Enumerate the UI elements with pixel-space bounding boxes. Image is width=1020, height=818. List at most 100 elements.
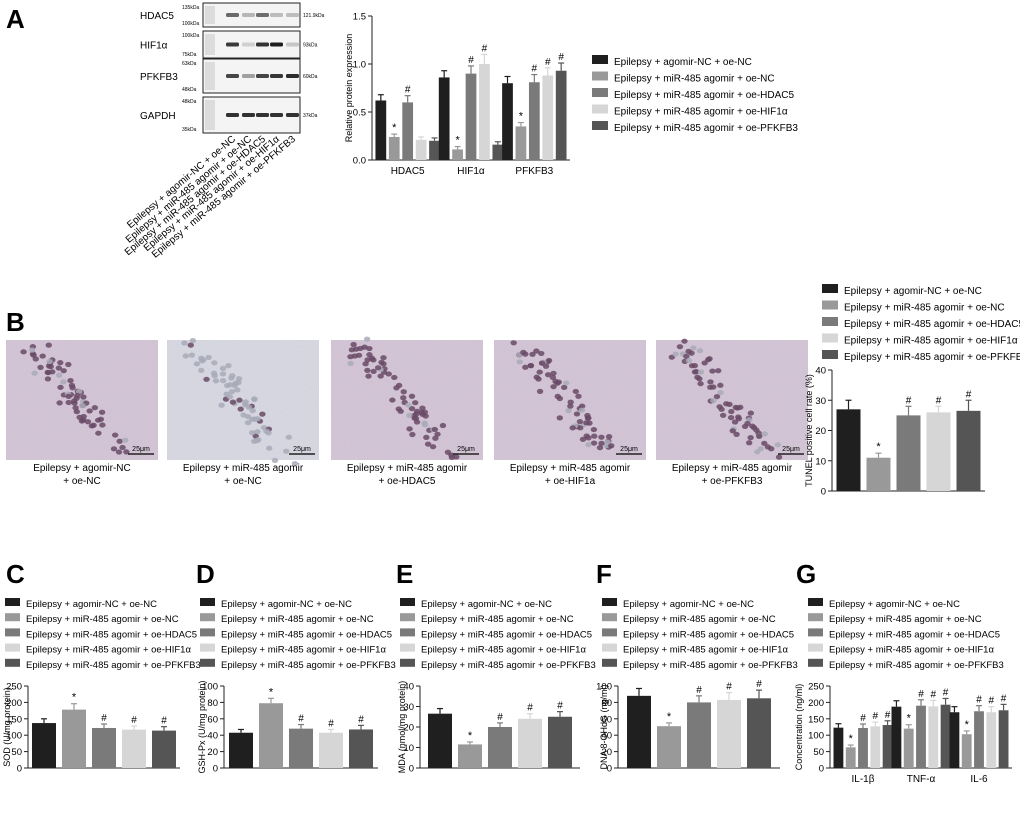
blot-row-label: GAPDH	[140, 111, 176, 122]
blot-band	[286, 42, 299, 47]
stained-nucleus	[212, 378, 220, 384]
y-tick-label: 0	[213, 764, 218, 775]
stained-nucleus	[405, 402, 412, 408]
stained-nucleus	[377, 373, 384, 379]
blot-size-label: 121.9kDa	[303, 13, 325, 19]
bar	[956, 410, 981, 491]
micrograph-caption: Epilepsy + agomir-NC	[33, 463, 131, 474]
y-tick-label: 150	[6, 714, 22, 725]
bar	[229, 732, 253, 768]
stained-nucleus	[697, 369, 705, 375]
significance-mark: *	[269, 686, 274, 698]
blot-band	[256, 13, 269, 17]
bar	[833, 727, 844, 768]
stained-nucleus	[94, 417, 102, 423]
stained-nucleus	[389, 397, 396, 403]
scale-bar-label: 25μm	[620, 446, 638, 453]
stained-nucleus	[28, 347, 36, 353]
stained-nucleus	[590, 440, 598, 446]
significance-mark: *	[907, 713, 912, 725]
micrograph-caption: + oe-NC	[224, 476, 262, 487]
stained-nucleus	[271, 457, 279, 463]
stained-nucleus	[717, 390, 724, 396]
stained-nucleus	[111, 432, 119, 438]
legend-swatch	[592, 121, 608, 130]
stained-nucleus	[366, 345, 373, 352]
y-tick-label: 10	[403, 743, 414, 754]
stained-nucleus	[406, 412, 413, 419]
stained-nucleus	[578, 407, 586, 413]
blot-ladder	[205, 34, 215, 55]
significance-mark: #	[936, 395, 942, 406]
panel-label-b: B	[6, 307, 25, 337]
stained-nucleus	[355, 352, 363, 358]
significance-mark: *	[519, 111, 524, 123]
legend-swatch	[808, 598, 823, 606]
micrograph-caption: Epilepsy + miR-485 agomir	[510, 463, 631, 474]
stained-nucleus	[755, 433, 763, 439]
stained-nucleus	[735, 414, 742, 420]
bar	[891, 706, 902, 768]
stained-nucleus	[366, 352, 373, 358]
stained-nucleus	[729, 428, 736, 434]
blot-marker-top: 100kDa	[182, 33, 199, 39]
legend-label: Epilepsy + agomir-NC + oe-NC	[614, 57, 752, 68]
micrograph-caption: + oe-HDAC5	[379, 476, 436, 487]
x-tick-label: HIF1α	[457, 166, 485, 177]
stained-nucleus	[690, 345, 697, 351]
stained-nucleus	[432, 435, 439, 441]
legend-swatch	[822, 284, 838, 293]
significance-mark: *	[667, 711, 672, 723]
blot-marker-top: 63kDa	[182, 61, 197, 67]
y-tick-label: 0	[17, 764, 22, 775]
stained-nucleus	[424, 441, 432, 447]
stained-nucleus	[362, 361, 369, 367]
stained-nucleus	[723, 401, 730, 407]
stained-nucleus	[229, 373, 236, 379]
significance-mark: #	[918, 689, 924, 700]
stained-nucleus	[727, 414, 735, 421]
panel-label-e: E	[396, 559, 413, 589]
stained-nucleus	[119, 444, 126, 451]
blot-marker-bottom: 35kDa	[182, 127, 197, 133]
legend-label: Epilepsy + miR-485 agomir + oe-PFKFB3	[421, 660, 596, 671]
significance-mark: #	[943, 687, 949, 698]
stained-nucleus	[226, 394, 234, 400]
legend-swatch	[808, 613, 823, 622]
y-tick-label: 100	[6, 731, 22, 742]
stained-nucleus	[80, 413, 87, 420]
legend-label: Epilepsy + miR-485 agomir + oe-HIF1α	[623, 645, 788, 656]
stained-nucleus	[283, 448, 290, 454]
y-tick-label: 200	[6, 698, 22, 709]
legend-label: Epilepsy + agomir-NC + oe-NC	[623, 599, 754, 610]
stained-nucleus	[598, 434, 605, 440]
stained-nucleus	[731, 419, 739, 425]
chart-f: Epilepsy + agomir-NC + oe-NC Epilepsy + m…	[596, 598, 798, 775]
stained-nucleus	[285, 434, 293, 440]
stained-nucleus	[69, 385, 76, 391]
y-axis-label: Relative protein expression	[344, 34, 354, 143]
stained-nucleus	[413, 411, 420, 417]
y-tick-label: 20	[403, 723, 414, 734]
legend-swatch	[400, 628, 415, 637]
bar	[926, 412, 951, 491]
bar	[961, 734, 972, 768]
bar	[896, 415, 921, 491]
legend-label: Epilepsy + miR-485 agomir + oe-NC	[26, 614, 179, 625]
y-tick-label: 50	[813, 747, 824, 758]
chart-c: Epilepsy + agomir-NC + oe-NC Epilepsy + m…	[2, 598, 201, 775]
legend-label: Epilepsy + miR-485 agomir + oe-PFKFB3	[614, 123, 798, 134]
bar	[289, 728, 313, 768]
stained-nucleus	[728, 408, 735, 415]
stained-nucleus	[596, 445, 604, 451]
legend-swatch	[400, 658, 415, 667]
legend-swatch	[400, 613, 415, 622]
stained-nucleus	[57, 384, 64, 390]
bar	[836, 409, 861, 491]
micrograph-texture	[167, 340, 319, 460]
y-tick-label: 40	[815, 366, 826, 377]
stained-nucleus	[98, 409, 106, 415]
stained-nucleus	[516, 359, 523, 365]
legend-swatch	[808, 658, 823, 667]
significance-mark: #	[328, 718, 334, 729]
